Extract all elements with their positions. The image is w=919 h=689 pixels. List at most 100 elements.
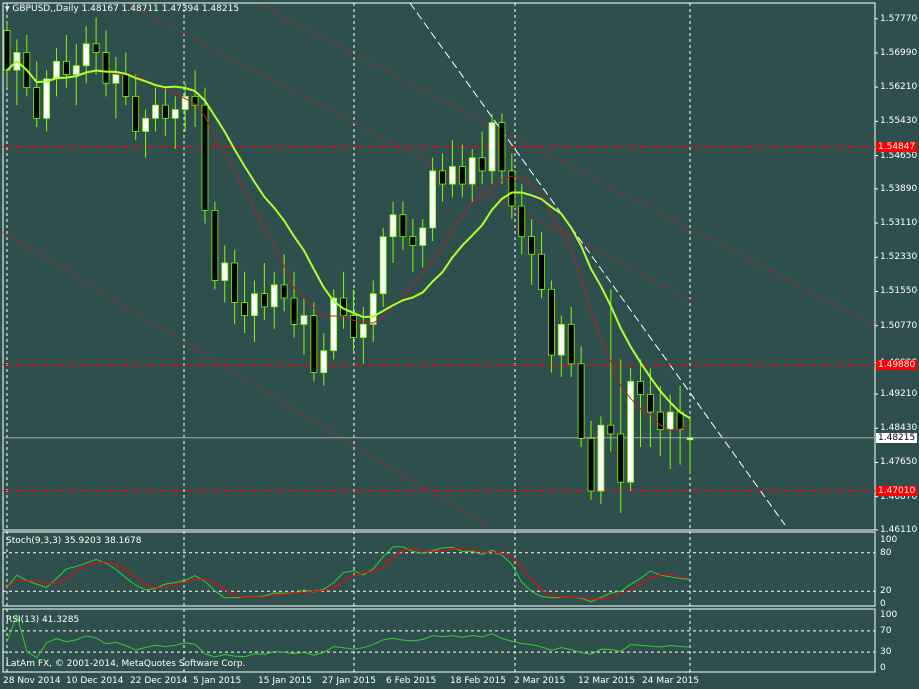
- chart-header: ▾ GBPUSD,,Daily 1.48167 1.48711 1.47394 …: [5, 4, 239, 14]
- candle-body: [132, 95, 140, 132]
- current-price-tag: 1.48215: [876, 432, 918, 443]
- candle-body: [389, 214, 397, 238]
- candle-body: [251, 293, 258, 317]
- price-tick-label: 1.56990: [880, 47, 918, 58]
- rsi-label: RSI(13) 41.3285: [6, 615, 80, 625]
- candle-body: [191, 95, 199, 106]
- candle-body: [82, 43, 90, 67]
- candle-body: [538, 253, 545, 290]
- candle-body: [607, 424, 615, 435]
- candle-body: [617, 433, 625, 483]
- trend-line-middle: [129, 4, 701, 306]
- candle-body: [409, 236, 417, 246]
- stoch-main-line: [6, 546, 691, 603]
- candle-body: [419, 227, 427, 246]
- candle-body: [3, 30, 11, 71]
- candle-body: [102, 52, 110, 84]
- time-tick-label: 28 Nov 2014: [3, 676, 61, 686]
- candle-body: [429, 170, 437, 229]
- stoch-axis-label: 0: [880, 599, 886, 609]
- price-tick-label: 1.48430: [880, 423, 918, 434]
- candle-body: [280, 284, 288, 299]
- candle-body: [161, 104, 169, 119]
- price-tick-label: 1.56210: [880, 82, 918, 93]
- candle-body: [548, 288, 555, 356]
- price-tick-label: 1.46870: [880, 491, 918, 502]
- candle-body: [350, 315, 357, 338]
- candle-body: [637, 380, 644, 395]
- candle-body: [458, 166, 466, 185]
- candle-body: [399, 214, 407, 238]
- level-price-tag: 1.49880: [876, 359, 918, 370]
- price-tick-label: 1.46110: [880, 525, 918, 535]
- price-tick-label: 1.53890: [880, 183, 918, 194]
- candle-body: [508, 170, 516, 207]
- candle-body: [379, 236, 387, 295]
- candle-body: [152, 104, 159, 119]
- time-tick-label: 18 Feb 2015: [450, 676, 507, 686]
- candle-body: [587, 437, 595, 492]
- candle-body: [518, 205, 526, 238]
- stoch-axis-label: 100: [880, 535, 898, 545]
- candle-body: [478, 157, 486, 172]
- candle-body: [33, 87, 41, 119]
- candle-body: [488, 122, 496, 172]
- symbol-label: GBPUSD,,Daily: [12, 4, 79, 14]
- candle-body: [270, 284, 278, 308]
- candle-body: [43, 78, 50, 119]
- candle-body: [231, 262, 239, 303]
- ohlc-readout: 1.48167 1.48711 1.47394 1.48215: [81, 4, 240, 14]
- moving-average-fast: [6, 59, 691, 420]
- rsi-axis-label: 0: [880, 663, 886, 673]
- candle-body: [142, 117, 149, 132]
- time-tick-label: 6 Feb 2015: [386, 676, 437, 686]
- trend-line-lower: [2, 231, 491, 529]
- price-tick-label: 1.50770: [880, 320, 918, 331]
- price-tick-label: 1.55430: [880, 116, 918, 127]
- candle-body: [528, 236, 536, 255]
- time-tick-label: 5 Jan 2015: [193, 676, 242, 686]
- time-tick-label: 15 Jan 2015: [258, 676, 312, 686]
- candle-body: [92, 43, 100, 53]
- time-tick-label: 2 Mar 2015: [514, 676, 566, 686]
- triangle-down-icon[interactable]: ▾: [5, 4, 10, 14]
- stoch-label: Stoch(9,3,3) 35.9203 38.1678: [6, 536, 142, 546]
- candle-body: [468, 157, 476, 185]
- price-tick-label: 1.51550: [880, 286, 918, 297]
- time-tick-label: 24 Mar 2015: [642, 676, 700, 686]
- candle-body: [290, 297, 298, 325]
- candle-body: [577, 363, 585, 439]
- candle-body: [686, 437, 694, 441]
- time-tick-label: 12 Mar 2015: [578, 676, 636, 686]
- candle-body: [666, 411, 674, 430]
- price-tick-label: 1.54650: [880, 150, 918, 161]
- stoch-panel-frame: [2, 531, 876, 607]
- time-tick-label: 27 Jan 2015: [322, 676, 376, 686]
- candle-body: [211, 209, 219, 281]
- rsi-axis-label: 30: [880, 647, 892, 658]
- candle-body: [112, 74, 120, 84]
- candle-body: [647, 394, 654, 413]
- candle-body: [260, 293, 268, 308]
- rsi-line: [6, 613, 691, 659]
- price-tick-label: 1.52330: [880, 252, 918, 263]
- price-tick-label: 1.53110: [880, 218, 918, 229]
- candle-body: [359, 323, 367, 338]
- candle-body: [439, 170, 446, 185]
- candle-body: [122, 74, 130, 97]
- time-tick-label: 22 Dec 2014: [130, 676, 188, 686]
- stoch-signal-line: [6, 547, 691, 600]
- candle-body: [53, 60, 60, 80]
- candle-body: [330, 297, 338, 352]
- candle-body: [449, 166, 456, 185]
- candle-body: [72, 65, 80, 75]
- rsi-panel-frame: [2, 608, 876, 673]
- stoch-axis-label: 80: [880, 547, 892, 558]
- candle-body: [310, 315, 318, 374]
- trend-line-upper: [259, 4, 876, 326]
- level-price-tag: 1.54847: [876, 141, 918, 152]
- candle-body: [171, 109, 179, 119]
- candle-body: [498, 122, 506, 172]
- rsi-axis-label: 70: [880, 625, 892, 636]
